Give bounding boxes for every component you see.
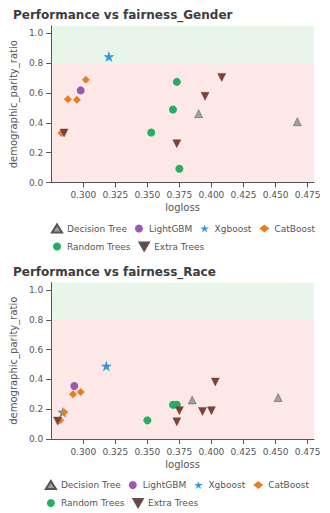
svg-text:0.8: 0.8 [29, 58, 44, 68]
svg-text:logloss: logloss [165, 202, 200, 213]
svg-text:0.350: 0.350 [134, 447, 160, 457]
svg-text:1.0: 1.0 [29, 285, 44, 295]
svg-text:0.2: 0.2 [29, 404, 43, 414]
svg-text:demographic_parity_ratio: demographic_parity_ratio [8, 297, 20, 425]
svg-text:0.475: 0.475 [295, 447, 321, 457]
svg-text:Extra Trees: Extra Trees [154, 242, 204, 252]
svg-text:0.350: 0.350 [134, 190, 160, 200]
svg-text:0.375: 0.375 [167, 447, 193, 457]
svg-text:0.0: 0.0 [29, 178, 44, 188]
svg-text:Random Trees: Random Trees [61, 498, 125, 508]
svg-text:logloss: logloss [165, 459, 200, 470]
svg-text:CatBoost: CatBoost [274, 224, 315, 234]
svg-text:Random Trees: Random Trees [67, 242, 131, 252]
svg-text:0.450: 0.450 [263, 190, 289, 200]
svg-text:0.325: 0.325 [102, 190, 128, 200]
svg-text:LightGBM: LightGBM [149, 224, 192, 234]
svg-text:0.4: 0.4 [29, 118, 44, 128]
svg-text:0.300: 0.300 [70, 190, 96, 200]
svg-text:0.300: 0.300 [70, 447, 96, 457]
svg-text:demographic_parity_ratio: demographic_parity_ratio [8, 40, 20, 168]
svg-text:0.0: 0.0 [29, 434, 44, 444]
svg-text:CatBoost: CatBoost [268, 480, 309, 490]
svg-text:0.8: 0.8 [29, 315, 44, 325]
svg-text:Performance vs fairness_Gender: Performance vs fairness_Gender [13, 8, 233, 23]
svg-text:Xgboost: Xgboost [208, 480, 245, 490]
svg-text:0.375: 0.375 [167, 190, 193, 200]
svg-text:Xgboost: Xgboost [215, 224, 252, 234]
svg-text:0.400: 0.400 [199, 447, 225, 457]
svg-text:Decision Tree: Decision Tree [61, 480, 121, 490]
svg-text:Decision Tree: Decision Tree [67, 224, 127, 234]
svg-text:Extra Trees: Extra Trees [148, 498, 198, 508]
svg-text:0.6: 0.6 [29, 345, 44, 355]
svg-text:0.475: 0.475 [295, 190, 321, 200]
svg-text:LightGBM: LightGBM [143, 480, 186, 490]
svg-text:0.425: 0.425 [231, 447, 257, 457]
svg-text:0.450: 0.450 [263, 447, 289, 457]
svg-text:Performance vs fairness_Race: Performance vs fairness_Race [13, 265, 216, 280]
svg-text:0.425: 0.425 [231, 190, 257, 200]
svg-text:0.325: 0.325 [102, 447, 128, 457]
svg-text:0.2: 0.2 [29, 148, 43, 158]
svg-text:0.4: 0.4 [29, 374, 44, 384]
svg-text:0.400: 0.400 [199, 190, 225, 200]
svg-text:1.0: 1.0 [29, 28, 44, 38]
svg-text:0.6: 0.6 [29, 88, 44, 98]
